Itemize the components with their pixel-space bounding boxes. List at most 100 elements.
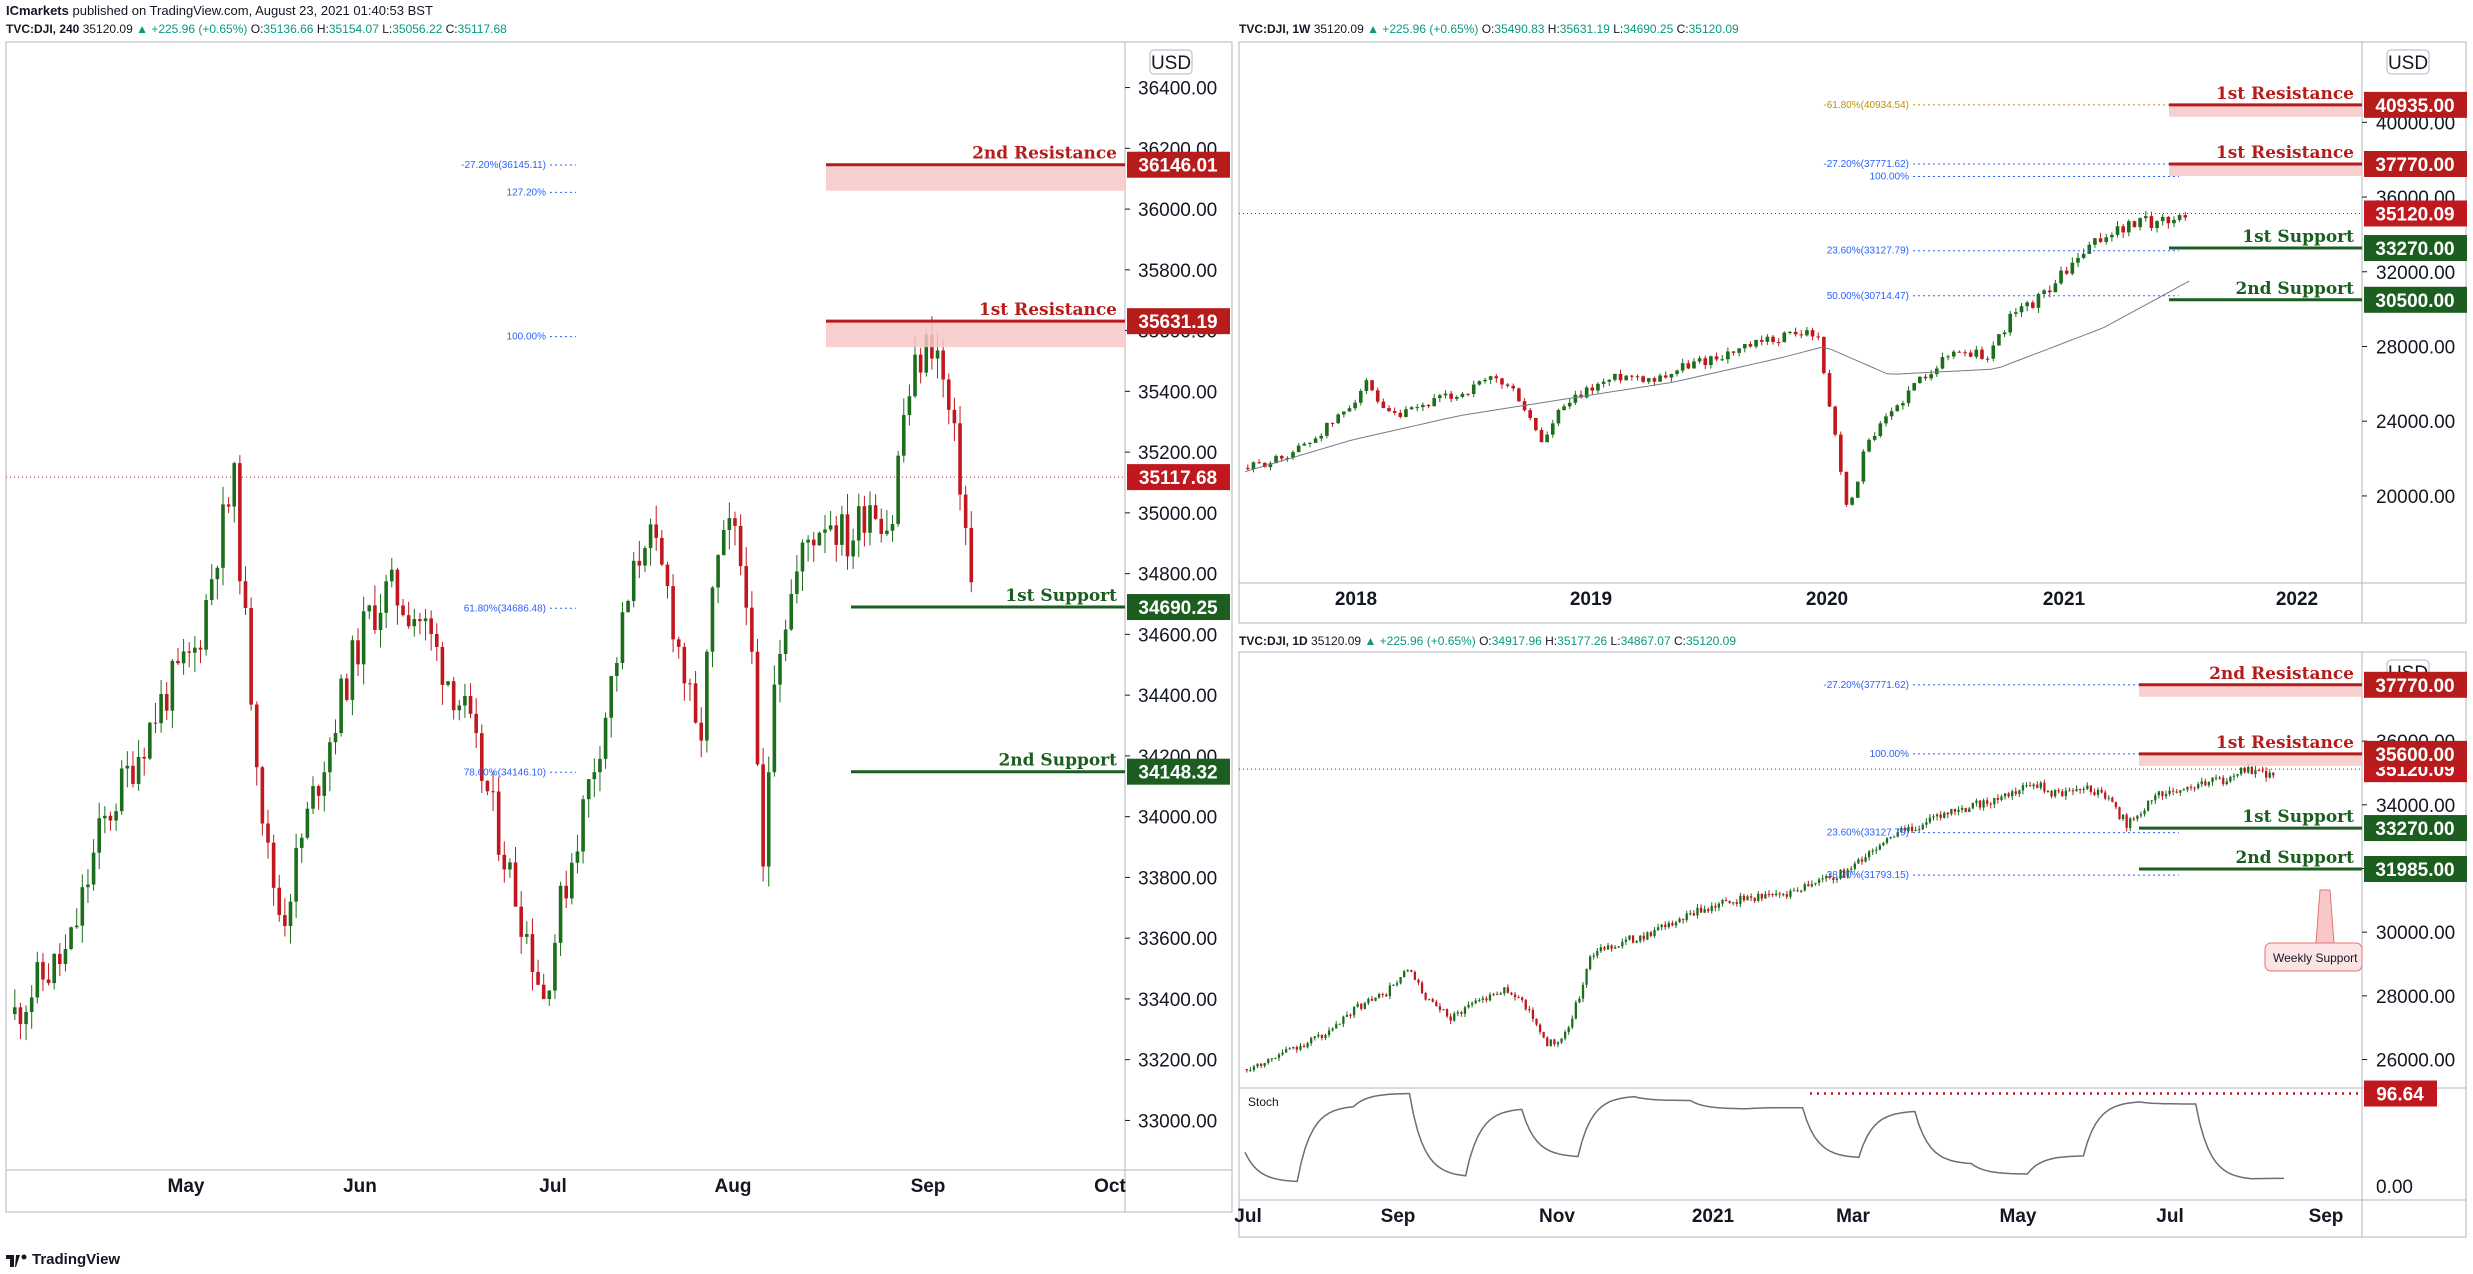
resistance-price-tag-text: 37770.00: [2375, 676, 2454, 697]
candle-body: [119, 768, 124, 812]
candle-body: [2160, 216, 2165, 222]
footer-brand[interactable]: TradingView: [32, 1251, 121, 1268]
candle-body: [1789, 890, 1792, 897]
candle-body: [1256, 1063, 1259, 1067]
candle-body: [772, 684, 777, 773]
symbol-label[interactable]: TVC:DJI, 240: [6, 22, 80, 36]
candle-body: [1635, 376, 1640, 378]
candle-body: [2207, 782, 2211, 786]
candle-body: [1746, 896, 1749, 901]
candle-body: [1986, 800, 1989, 804]
candle-body: [2121, 226, 2125, 233]
candle-body: [2197, 784, 2200, 789]
candle-body: [1720, 359, 1725, 361]
candle-body: [2046, 790, 2050, 792]
candle-body: [1925, 822, 1928, 825]
candle-body: [1262, 462, 1267, 468]
candle-body: [1374, 997, 1377, 1001]
candle-body: [1528, 1009, 1531, 1011]
candle-body: [1889, 837, 1892, 839]
candle-body: [1649, 932, 1653, 937]
candle-body: [1252, 1066, 1256, 1071]
support-price-tag: [2364, 235, 2467, 262]
currency-badge[interactable]: [2386, 49, 2430, 75]
candle-body: [2042, 290, 2046, 294]
candle-body: [1313, 438, 1318, 443]
candle-body: [80, 887, 85, 926]
support-price-tag-text: 34148.32: [1138, 763, 1217, 784]
last-price: 35120.09: [1311, 634, 1362, 648]
x-tick-label: Sep: [2309, 1206, 2344, 1227]
fib-label: 100.00%: [507, 332, 547, 343]
change-value: ▲ +225.96 (+0.65%): [1367, 22, 1479, 36]
publisher-name[interactable]: ICmarkets: [6, 3, 69, 18]
candle-body: [1674, 922, 1678, 926]
candle-body: [1697, 358, 1702, 362]
currency-badge[interactable]: [1149, 49, 1193, 75]
publisher-line: ICmarkets published on TradingView.com, …: [6, 3, 433, 18]
candle-body: [1471, 384, 1476, 394]
candle-body: [74, 925, 79, 928]
candle-body: [1667, 922, 1670, 928]
candle-body: [2129, 818, 2132, 828]
candle-body: [2053, 790, 2057, 797]
support-price-tag: [2364, 855, 2467, 882]
candle-body: [615, 662, 619, 676]
candle-body: [1488, 994, 1492, 1001]
y-tick-label: 30000.00: [2376, 923, 2455, 944]
candle-body: [744, 566, 749, 608]
candle-body: [1443, 393, 1448, 396]
currency-label: USD: [1151, 53, 1191, 74]
change-value: ▲ +225.96 (+0.65%): [136, 22, 248, 36]
candle-body: [429, 618, 433, 634]
candle-body: [1330, 422, 1335, 424]
candle-body: [305, 808, 310, 838]
candle-body: [823, 529, 827, 533]
c-label: C:: [1673, 634, 1686, 648]
resistance-zone: [2139, 753, 2362, 766]
candle-body: [941, 350, 945, 380]
candle-body: [952, 409, 957, 424]
candle-body: [2050, 790, 2053, 797]
candle-body: [2028, 785, 2032, 787]
candle-body: [1964, 807, 1967, 813]
candle-body: [2032, 784, 2035, 787]
candle-body: [913, 354, 917, 397]
fib-label: 61.80%(34686.48): [464, 603, 546, 614]
candle-body: [1850, 497, 1854, 505]
x-tick-label: Oct: [1094, 1176, 1126, 1197]
candle-body: [1853, 863, 1856, 869]
candle-body: [1345, 1014, 1349, 1017]
x-tick-label: 2018: [1335, 589, 1377, 610]
support-label: 2nd Support: [998, 751, 1117, 771]
candle-body: [2008, 313, 2013, 333]
candle-body: [1621, 941, 1624, 947]
candle-body: [1800, 890, 1803, 892]
panel-frame: [1238, 41, 2467, 624]
candle-body: [1696, 907, 1699, 916]
candle-body: [1771, 894, 1774, 896]
symbol-label[interactable]: TVC:DJI, 1W: [1239, 22, 1311, 36]
candle-body: [665, 564, 670, 587]
candle-body: [468, 696, 473, 714]
candle-body: [1442, 1009, 1445, 1011]
candle-body: [1398, 412, 1403, 417]
candle-body: [1460, 1012, 1463, 1014]
candle-body: [1703, 909, 1706, 913]
candle-body: [1399, 977, 1402, 984]
candle-body: [2021, 785, 2025, 791]
symbol-label[interactable]: TVC:DJI, 1D: [1239, 634, 1308, 648]
y-tick-label: 35000.00: [1138, 504, 1217, 525]
candle-body: [1742, 895, 1746, 901]
candle-body: [1975, 800, 1978, 803]
y-tick-label: 35200.00: [1138, 443, 1217, 464]
candle-body: [2036, 784, 2039, 788]
candle-body: [91, 852, 96, 885]
resistance-price-tag: [2364, 740, 2467, 767]
fib-label: -27.20%(36145.11): [461, 160, 546, 171]
candle-body: [1302, 443, 1307, 446]
x-tick-label: Nov: [1539, 1206, 1575, 1227]
fib-label: -27.20%(37771.62): [1823, 159, 1909, 170]
candle-body: [1950, 808, 1953, 815]
